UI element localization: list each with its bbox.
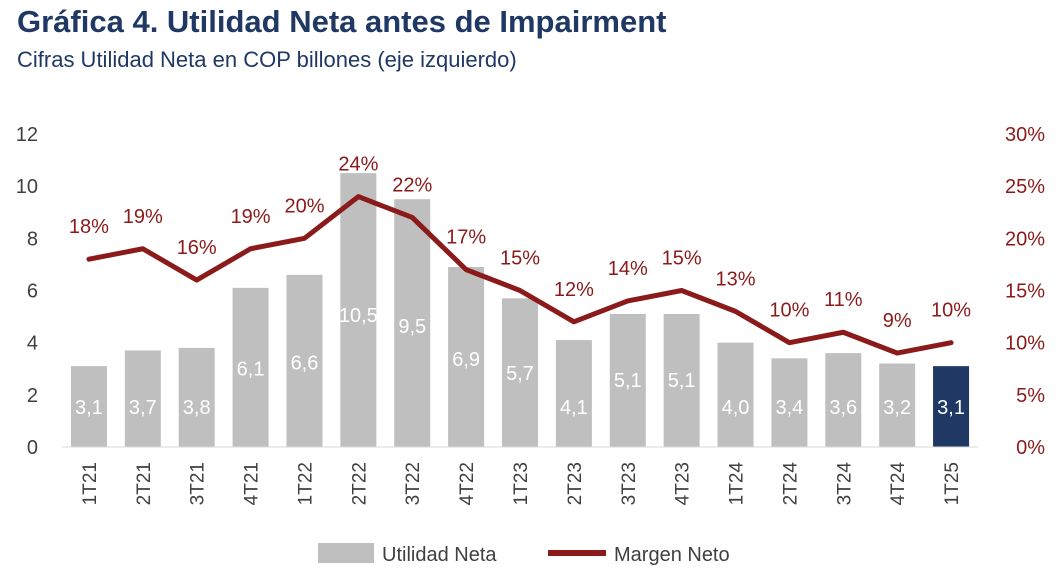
bar xyxy=(555,340,592,447)
margin-value-label: 22% xyxy=(392,174,432,196)
bar xyxy=(448,267,485,447)
category-axis: 1T21 2T21 3T21 4T21 1T22 2T22 3T22 4T22 1T23 2T23… xyxy=(62,446,978,506)
legend: Utilidad Neta Margen Neto xyxy=(318,543,730,566)
bar xyxy=(232,287,269,447)
chart-title: Gráfica 4. Utilidad Neta antes de Impair… xyxy=(17,4,667,39)
margin-value-label: 9% xyxy=(883,310,912,332)
bar-value-label: 6,6 xyxy=(291,353,319,375)
margin-line xyxy=(86,194,954,356)
bar-value-label: 5,1 xyxy=(668,370,696,392)
margin-value-label: 12% xyxy=(554,279,594,301)
bar xyxy=(70,366,107,447)
margin-value-label: 10% xyxy=(769,300,809,322)
bar-value-label: 3,7 xyxy=(129,397,157,419)
bar-value-label: 6,9 xyxy=(452,349,480,371)
category-label: 1T25 xyxy=(942,462,963,505)
category-label: 4T24 xyxy=(888,462,909,506)
bar-value-label: 4,1 xyxy=(560,397,588,419)
bar-value-label: 5,1 xyxy=(614,370,642,392)
category-label: 3T23 xyxy=(619,462,640,505)
right-axis: 0% 5% 10% 15% 20% 25% 30% xyxy=(1005,124,1045,459)
category-label: 1T24 xyxy=(727,462,748,506)
chart-subtitle: Cifras Utilidad Neta en COP billones (ej… xyxy=(17,47,517,72)
margin-line-layer xyxy=(86,194,954,356)
margin-value-label: 24% xyxy=(338,154,378,176)
category-label: 3T21 xyxy=(188,462,209,505)
left-axis-tick: 4 xyxy=(27,333,38,355)
bar xyxy=(178,347,215,447)
margin-labels: 18% 19% 16% 19% 20% 24% 22% 17% 15% 12% 14% 15% 13% 1… xyxy=(69,154,971,333)
legend-label-utilidad: Utilidad Neta xyxy=(382,544,497,566)
bar-value-label: 6,1 xyxy=(237,358,265,380)
bar-value-label: 5,7 xyxy=(506,363,534,385)
right-axis-tick: 25% xyxy=(1005,176,1045,198)
legend-label-margen: Margen Neto xyxy=(614,544,730,566)
bar-value-label: 3,6 xyxy=(829,397,857,419)
category-label: 4T23 xyxy=(673,462,694,505)
bar xyxy=(825,353,862,447)
bar xyxy=(717,342,754,447)
margin-value-label: 13% xyxy=(716,268,756,290)
bar xyxy=(340,173,377,447)
bar-value-label: 4,0 xyxy=(722,397,750,419)
bar-value-label: 3,1 xyxy=(937,397,965,419)
bar xyxy=(286,274,323,447)
margin-value-label: 14% xyxy=(608,258,648,280)
category-label: 1T22 xyxy=(295,462,316,505)
category-label: 4T22 xyxy=(457,462,478,505)
bar xyxy=(609,313,646,447)
right-axis-tick: 0% xyxy=(1016,437,1045,459)
bar-value-label: 10,5 xyxy=(339,305,378,327)
right-axis-tick: 10% xyxy=(1005,333,1045,355)
category-label: 3T24 xyxy=(834,462,855,506)
margin-value-label: 15% xyxy=(662,248,702,270)
category-label: 2T21 xyxy=(134,462,155,505)
left-axis-tick: 8 xyxy=(27,228,38,250)
left-axis-tick: 12 xyxy=(16,124,38,146)
left-axis-tick: 6 xyxy=(27,281,38,303)
left-axis-tick: 2 xyxy=(27,385,38,407)
category-label: 3T22 xyxy=(403,462,424,505)
bar xyxy=(933,366,970,447)
bar xyxy=(663,313,700,447)
right-axis-tick: 5% xyxy=(1016,385,1045,407)
margin-value-label: 11% xyxy=(824,289,863,311)
bar-value-label: 3,2 xyxy=(883,397,911,419)
margin-value-label: 16% xyxy=(177,237,217,259)
bar-value-label: 9,5 xyxy=(398,316,426,338)
left-axis-tick: 10 xyxy=(16,176,38,198)
bar xyxy=(879,363,916,447)
bars xyxy=(70,173,970,447)
category-label: 1T23 xyxy=(511,462,532,505)
bar xyxy=(394,199,431,447)
left-axis-tick: 0 xyxy=(27,437,38,459)
margin-value-label: 19% xyxy=(123,206,163,228)
bar-labels: 3,1 3,7 3,8 6,1 6,6 10,5 9,5 6,9 5,7 4,1 5,1 5,1 4,0… xyxy=(75,305,965,419)
margin-value-label: 18% xyxy=(69,216,109,238)
right-axis-tick: 20% xyxy=(1005,228,1045,250)
bar xyxy=(771,358,808,447)
bar-value-label: 3,4 xyxy=(776,397,804,419)
bar xyxy=(502,298,538,447)
margin-value-label: 10% xyxy=(931,300,971,322)
margin-value-label: 15% xyxy=(500,248,540,270)
right-axis-tick: 15% xyxy=(1005,281,1045,303)
left-axis: 0 2 4 6 8 10 12 xyxy=(16,124,38,459)
category-label: 4T21 xyxy=(242,462,263,505)
category-label: 2T24 xyxy=(780,462,801,506)
bar-value-label: 3,8 xyxy=(183,397,211,419)
legend-swatch-utilidad xyxy=(318,543,374,563)
margin-value-label: 20% xyxy=(284,195,324,217)
right-axis-tick: 30% xyxy=(1005,124,1045,146)
category-label: 2T23 xyxy=(565,462,586,505)
bar-value-label: 3,1 xyxy=(75,397,103,419)
margin-value-label: 19% xyxy=(231,206,271,228)
category-label: 2T22 xyxy=(349,462,370,505)
bar xyxy=(124,350,161,447)
margin-value-label: 17% xyxy=(446,227,486,249)
category-label: 1T21 xyxy=(80,462,101,505)
